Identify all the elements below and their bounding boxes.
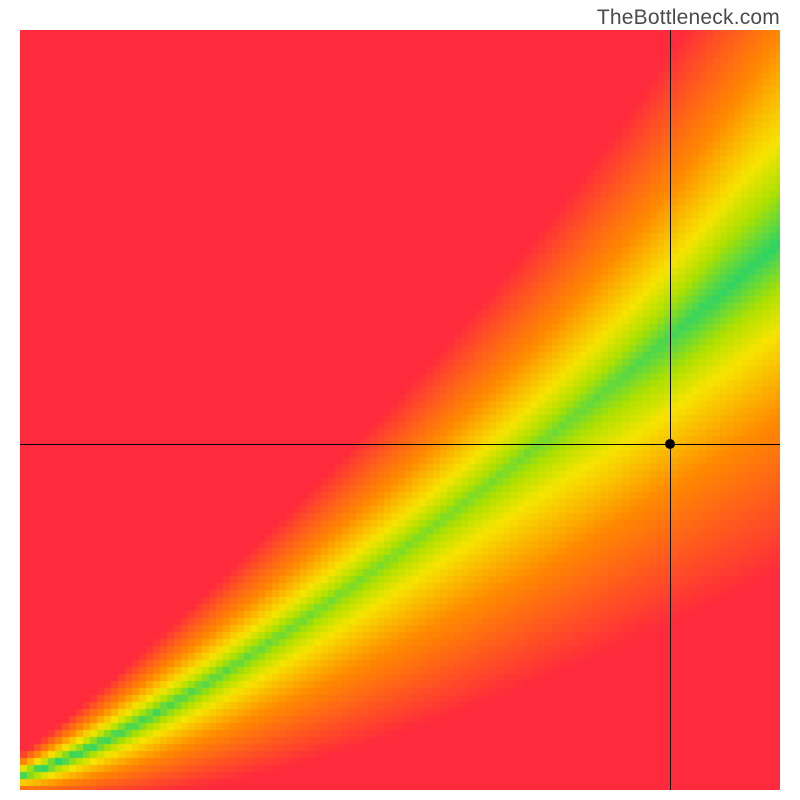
chart-area: [20, 30, 780, 790]
crosshair-vertical: [670, 30, 671, 790]
crosshair-marker: [665, 439, 675, 449]
watermark-text: TheBottleneck.com: [597, 6, 780, 30]
heatmap-canvas: [20, 30, 780, 790]
container: TheBottleneck.com: [0, 0, 800, 800]
